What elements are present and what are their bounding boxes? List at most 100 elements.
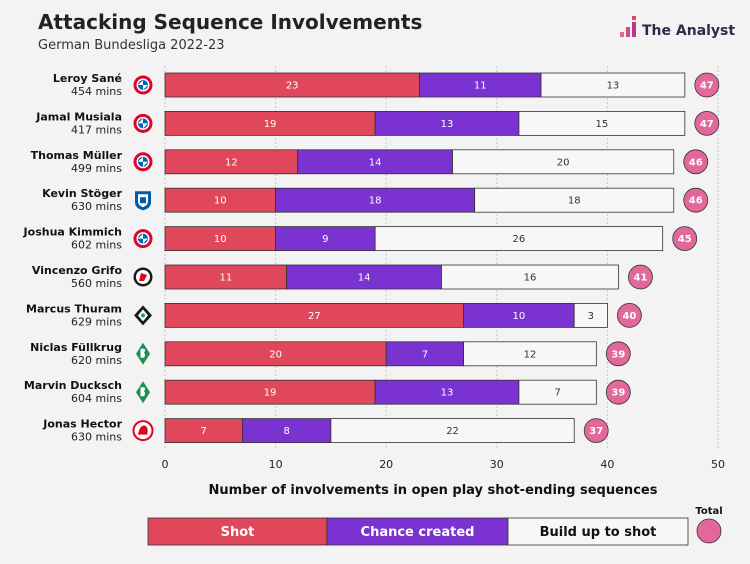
brand-logo: The Analyst [620,16,735,39]
bar-segment [463,341,597,367]
bar-segment [463,302,575,328]
total-value-label: 39 [611,388,625,399]
bar-segment [164,111,376,136]
player-name: Jonas Hector [42,418,122,431]
segment-value-label: 13 [441,388,454,399]
bar-segment [164,379,376,405]
segment-value-label: 27 [308,311,321,322]
total-value-label: 39 [611,349,625,360]
x-tick-label: 0 [162,458,169,471]
player-name: Vincenzo Grifo [32,264,123,277]
bar-segment [518,111,686,136]
bar-segment [518,379,597,405]
segment-value-label: 20 [269,349,282,360]
player-minutes: 499 mins [71,162,122,175]
player-name: Niclas Füllkrug [30,341,122,354]
bar-segment [164,264,288,290]
segment-value-label: 14 [369,157,382,168]
legend-total-badge [696,518,722,544]
total-badge [628,264,653,290]
total-value-label: 41 [633,273,647,284]
player-name: Thomas Müller [31,149,123,162]
total-badge [694,72,720,98]
x-tick-label: 30 [490,458,504,471]
segment-value-label: 10 [214,196,227,207]
bar-segment [441,264,619,290]
segment-value-label: 11 [474,81,487,92]
segment-value-label: 22 [446,426,459,437]
player-minutes: 604 mins [71,392,122,405]
bar-segment [330,418,575,444]
bayern-icon [133,113,153,133]
total-badge [694,111,720,136]
player-minutes: 560 mins [71,277,122,290]
legend: Shot Chance created Build up to shot [147,517,722,546]
x-tick-label: 40 [600,458,614,471]
player-name: Jamal Musiala [35,110,122,123]
bar-segment [164,302,465,328]
segment-value-label: 19 [264,388,277,399]
player-name: Marvin Ducksch [24,379,122,392]
total-value-label: 46 [689,157,703,168]
segment-value-label: 7 [554,388,560,399]
legend-label: Build up to shot [540,525,657,540]
segment-value-label: 18 [369,196,382,207]
segment-value-label: 13 [607,81,620,92]
bar-segment [540,72,686,98]
player-name: Joshua Kimmich [23,226,122,239]
bar-segment [297,149,453,175]
segment-value-label: 10 [513,311,526,322]
total-badge [672,226,698,252]
segment-value-label: 7 [201,426,207,437]
legend-swatch [507,517,689,546]
total-value-label: 40 [622,311,636,322]
segment-value-label: 14 [358,273,371,284]
segment-value-label: 12 [225,157,238,168]
bar-segment [374,111,520,136]
segment-value-label: 12 [524,349,537,360]
x-tick-label: 50 [711,458,725,471]
bar-segment [374,379,520,405]
bremen-icon [136,381,150,404]
gladbach-icon [134,305,152,326]
total-value-label: 47 [700,119,714,130]
total-value-label: 37 [589,426,603,437]
bar-segment [164,418,243,444]
legend-swatch [326,517,509,546]
player-minutes: 417 mins [71,123,122,136]
segment-value-label: 19 [264,119,277,130]
segment-value-label: 23 [286,81,299,92]
player-name: Kevin Stöger [42,187,122,200]
player-minutes: 602 mins [71,239,122,252]
chart-subtitle: German Bundesliga 2022-23 [38,38,225,53]
player-name: Marcus Thuram [26,302,122,315]
koln-icon [132,420,154,442]
bar-segment [385,341,465,367]
bremen-icon [136,342,150,365]
freiburg-icon [133,267,153,287]
segment-value-label: 20 [557,157,570,168]
total-badge [683,187,709,213]
legend-label: Shot [221,525,255,540]
player-minutes: 630 mins [71,431,122,444]
bochum-icon [135,191,151,211]
bar-segment [474,187,675,213]
legend-total-label: Total [695,506,722,517]
segment-value-label: 13 [441,119,454,130]
segment-value-label: 9 [322,234,328,245]
bar-segment [275,187,476,213]
bar-segment [418,72,542,98]
brand-name: The Analyst [642,23,735,39]
bar-segment [242,418,332,444]
bar-segment [573,302,608,328]
